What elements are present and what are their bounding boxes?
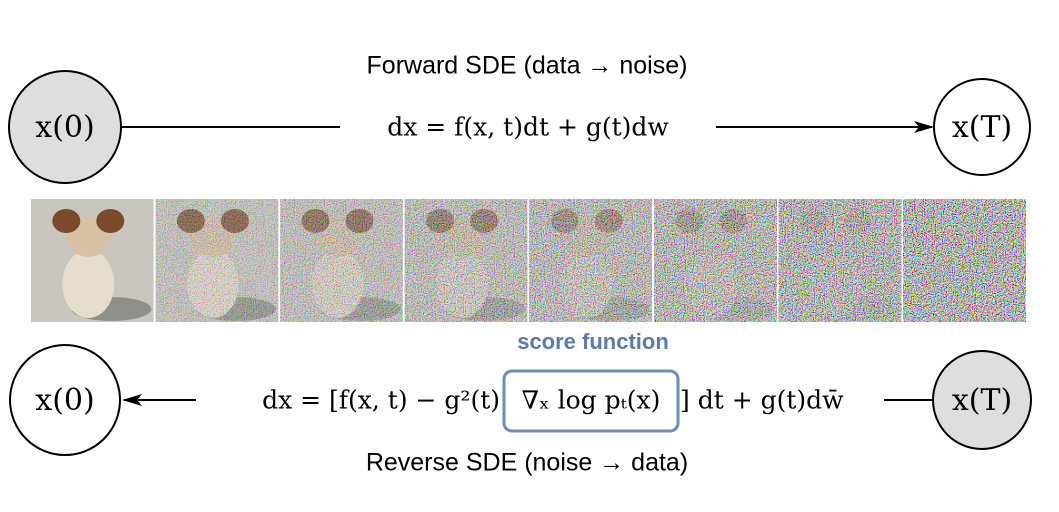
dog-ear bbox=[52, 209, 81, 233]
node-label: x(T) bbox=[952, 383, 1012, 418]
node-label: x(T) bbox=[952, 110, 1012, 145]
noisy-image bbox=[404, 199, 528, 322]
reverse-equation-right: ] dt + g(t)dw̄ bbox=[680, 386, 844, 415]
noisy-image bbox=[903, 199, 1026, 322]
dog-body bbox=[62, 250, 115, 318]
score-box bbox=[502, 369, 680, 433]
node-label: x(0) bbox=[35, 110, 94, 145]
dog-ear bbox=[96, 209, 125, 233]
noise bbox=[404, 199, 528, 322]
reverse-title: Reverse SDE (noise → data) bbox=[366, 449, 688, 477]
noisy-image bbox=[654, 199, 777, 322]
score-label: score function bbox=[517, 329, 669, 354]
noise bbox=[529, 199, 652, 322]
node bbox=[9, 344, 121, 456]
noisy-image bbox=[778, 199, 902, 322]
noise bbox=[778, 199, 902, 322]
noisy-image bbox=[529, 199, 652, 322]
forward-title: Forward SDE (data → noise) bbox=[367, 52, 688, 80]
forward-equation: dx = f(x, t)dt + g(t)dw bbox=[387, 113, 669, 142]
noise bbox=[280, 199, 403, 322]
noisy-image bbox=[155, 199, 279, 322]
noise bbox=[903, 199, 1026, 322]
noise bbox=[654, 199, 777, 322]
node bbox=[932, 350, 1032, 450]
image-strip bbox=[31, 199, 1026, 322]
noisy-image bbox=[31, 199, 154, 322]
node-label: x(0) bbox=[35, 383, 94, 418]
node bbox=[933, 78, 1031, 176]
reverse-equation-left: dx = [f(x, t) − g²(t) bbox=[262, 386, 500, 415]
noise bbox=[155, 199, 279, 322]
noisy-image bbox=[280, 199, 403, 322]
score-term: ∇ₓ log pₜ(x) bbox=[522, 386, 661, 415]
